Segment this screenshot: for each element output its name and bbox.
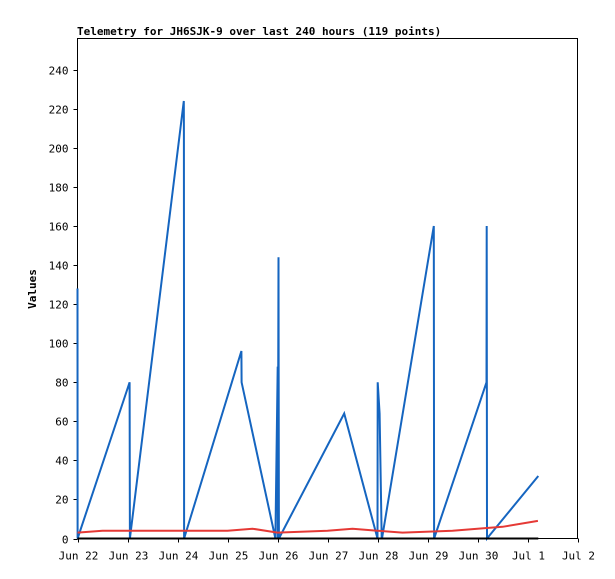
y-tick-label: 120 xyxy=(49,299,69,312)
y-axis-title: Values xyxy=(26,269,39,309)
y-tick-label: 200 xyxy=(49,143,69,156)
x-tick-label: Jun 28 xyxy=(359,550,399,563)
x-tick-label: Jun 22 xyxy=(59,550,99,563)
x-tick-label: Jun 25 xyxy=(209,550,249,563)
x-tick-label: Jun 23 xyxy=(109,550,149,563)
series-line-2 xyxy=(77,519,539,534)
x-tick-label: Jun 26 xyxy=(259,550,299,563)
series-line-1 xyxy=(76,100,540,542)
x-tick-label: Jun 27 xyxy=(309,550,349,563)
plot-frame xyxy=(77,38,578,539)
x-tick-label: Jun 30 xyxy=(459,550,499,563)
y-tick-label: 220 xyxy=(49,104,69,117)
y-tick-label: 60 xyxy=(55,416,68,429)
y-tick-label: 140 xyxy=(49,260,69,273)
y-tick-label: 180 xyxy=(49,182,69,195)
y-tick-label: 240 xyxy=(49,65,69,78)
y-tick-label: 40 xyxy=(55,455,68,468)
chart-title: Telemetry for JH6SJK-9 over last 240 hou… xyxy=(77,25,441,38)
x-tick-label: Jul 2 xyxy=(562,550,595,563)
series-layer xyxy=(76,100,540,542)
y-tick-label: 80 xyxy=(55,377,68,390)
y-tick-label: 100 xyxy=(49,338,69,351)
y-axis: 0 20 40 60 80 100 120 140 160 180 200 220 240 xyxy=(49,65,78,547)
x-tick-label: Jun 29 xyxy=(409,550,449,563)
y-tick-label: 160 xyxy=(49,221,69,234)
x-tick-label: Jul 1 xyxy=(512,550,545,563)
y-tick-label: 0 xyxy=(62,534,69,547)
x-tick-label: Jun 24 xyxy=(159,550,199,563)
y-tick-label: 20 xyxy=(55,494,68,507)
x-axis: Jun 22 Jun 23 Jun 24 Jun 25 Jun 26 Jun 27 Jun … xyxy=(59,538,595,563)
